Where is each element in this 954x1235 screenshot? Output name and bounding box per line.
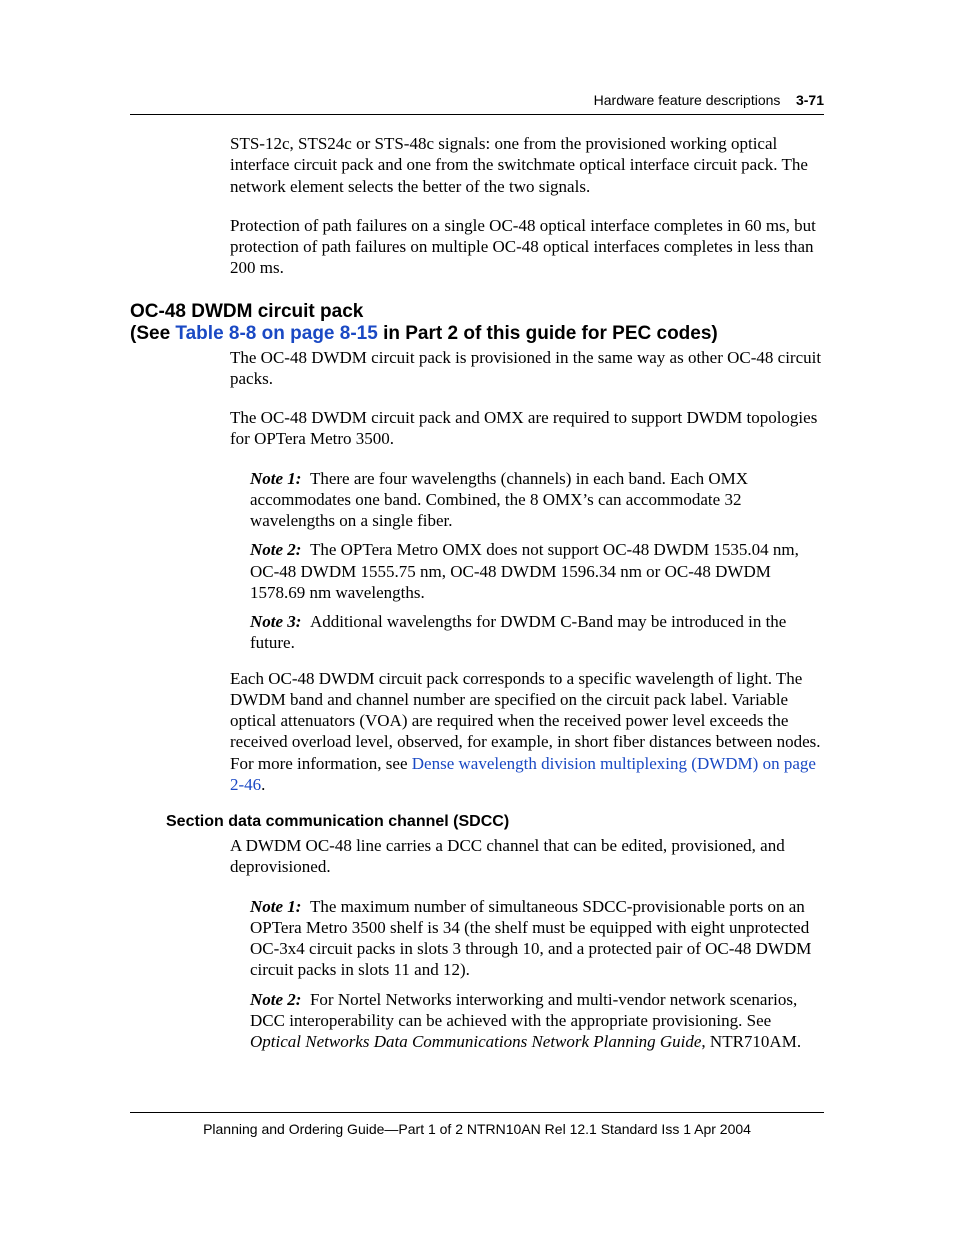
section-paragraph-1: The OC-48 DWDM circuit pack is provision… — [230, 347, 824, 390]
note-text: There are four wavelengths (channels) in… — [250, 469, 748, 531]
section-title: Hardware feature descriptions — [594, 92, 781, 108]
running-header: Hardware feature descriptions 3-71 — [130, 92, 824, 108]
section-note-2: Note 2: The OPTera Metro OMX does not su… — [250, 539, 824, 603]
para-text-suffix: . — [261, 775, 265, 794]
subsection-paragraph-1: A DWDM OC-48 line carries a DCC channel … — [230, 835, 824, 878]
note-label: Note 2: — [250, 990, 301, 1009]
note-text-a: For Nortel Networks interworking and mul… — [250, 990, 797, 1030]
section-heading-line1: OC-48 DWDM circuit pack — [130, 301, 824, 323]
note-text-b: , NTR710AM. — [701, 1032, 801, 1051]
page: Hardware feature descriptions 3-71 STS-1… — [0, 0, 954, 1197]
note-text: The OPTera Metro OMX does not support OC… — [250, 540, 799, 602]
reference-title: Optical Networks Data Communications Net… — [250, 1032, 701, 1051]
header-rule — [130, 114, 824, 115]
note-text: Additional wavelengths for DWDM C-Band m… — [250, 612, 786, 652]
subsection-body: A DWDM OC-48 line carries a DCC channel … — [230, 835, 824, 1052]
subsection-note-2: Note 2: For Nortel Networks interworking… — [250, 989, 824, 1053]
intro-paragraph-1: STS-12c, STS24c or STS-48c signals: one … — [230, 133, 824, 197]
body-column: STS-12c, STS24c or STS-48c signals: one … — [230, 133, 824, 279]
table-xref-link[interactable]: Table 8-8 on page 8-15 — [175, 323, 377, 344]
footer-rule — [130, 1112, 824, 1113]
section-note-3: Note 3: Additional wavelengths for DWDM … — [250, 611, 824, 654]
page-footer: Planning and Ordering Guide—Part 1 of 2 … — [130, 1121, 824, 1137]
intro-paragraph-2: Protection of path failures on a single … — [230, 215, 824, 279]
section-heading-prefix: (See — [130, 323, 175, 344]
section-heading-suffix: in Part 2 of this guide for PEC codes) — [378, 323, 718, 344]
note-label: Note 2: — [250, 540, 301, 559]
note-text: The maximum number of simultaneous SDCC-… — [250, 897, 811, 980]
note-label: Note 3: — [250, 612, 301, 631]
section-paragraph-2: The OC-48 DWDM circuit pack and OMX are … — [230, 407, 824, 450]
section-paragraph-3: Each OC-48 DWDM circuit pack corresponds… — [230, 668, 824, 796]
subsection-note-1: Note 1: The maximum number of simultaneo… — [250, 896, 824, 981]
note-label: Note 1: — [250, 897, 301, 916]
section-heading-line2: (See Table 8-8 on page 8-15 in Part 2 of… — [130, 323, 824, 345]
note-label: Note 1: — [250, 469, 301, 488]
page-number: 3-71 — [796, 92, 824, 108]
section-heading: OC-48 DWDM circuit pack (See Table 8-8 o… — [130, 301, 824, 345]
section-body: The OC-48 DWDM circuit pack is provision… — [230, 347, 824, 796]
section-note-1: Note 1: There are four wavelengths (chan… — [250, 468, 824, 532]
subsection-heading: Section data communication channel (SDCC… — [130, 813, 824, 831]
